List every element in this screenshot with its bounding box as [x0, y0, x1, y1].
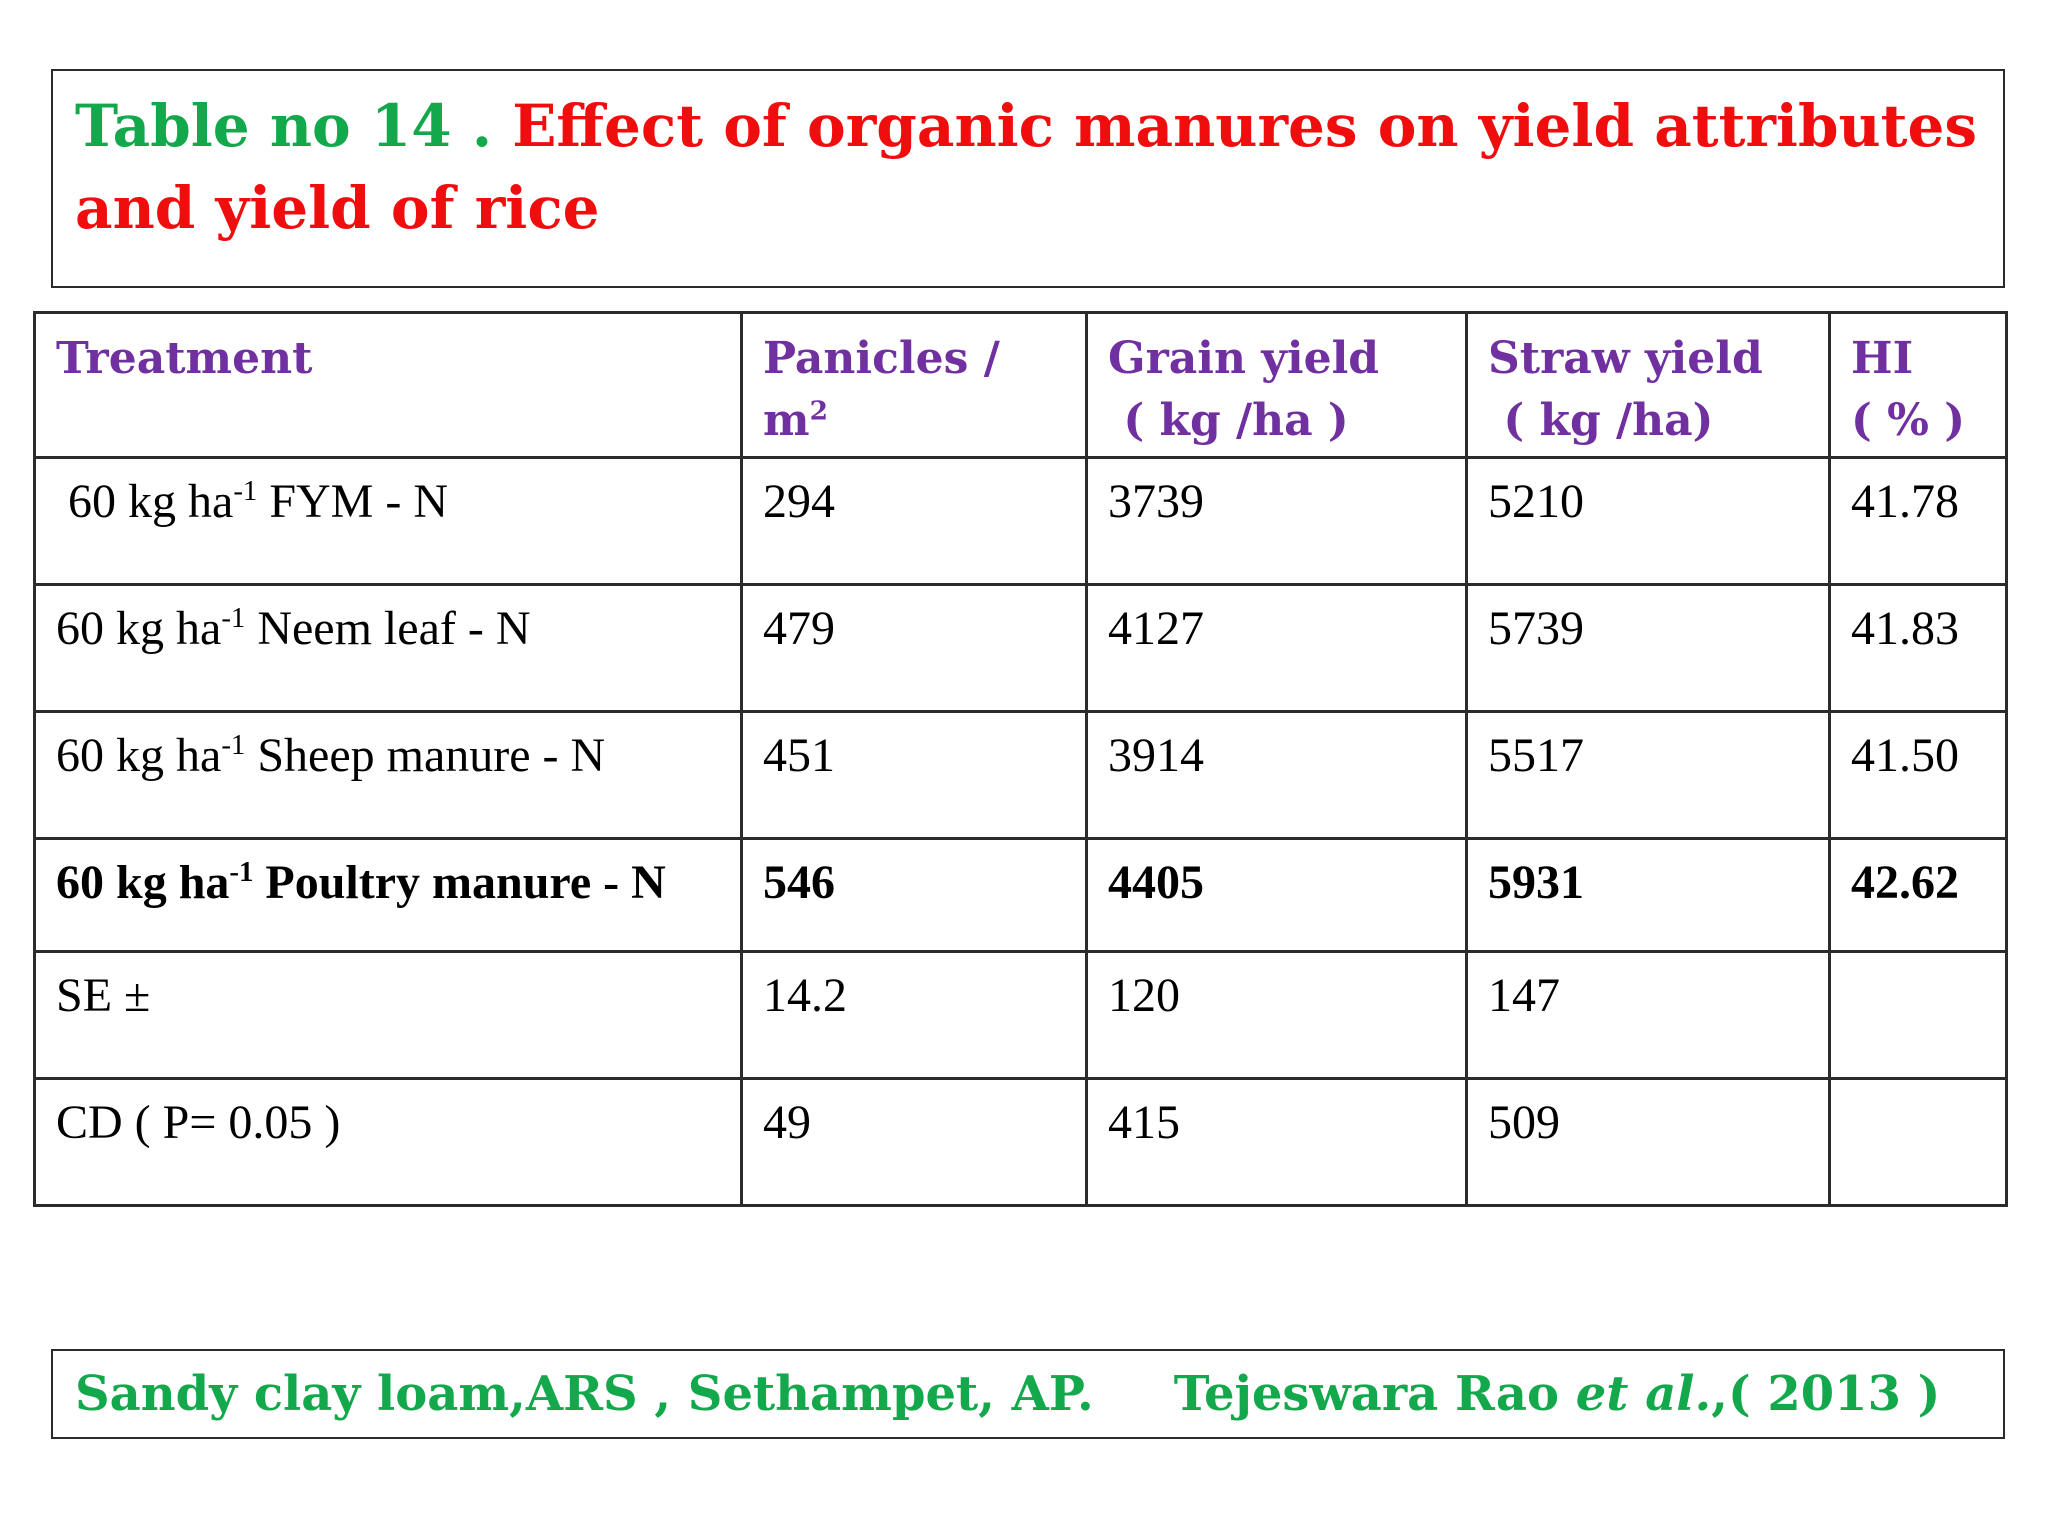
table-row: SE ± 14.2 120 147 [33, 950, 2008, 1080]
header-hi: HI( % ) [1828, 311, 2008, 459]
header-panicles: Panicles / m2 [740, 311, 1088, 459]
hi-cell [1828, 1077, 2008, 1207]
straw-cell: 147 [1465, 950, 1831, 1080]
hi-cell: 41.83 [1828, 583, 2008, 713]
source-year: ,( 2013 ) [1711, 1366, 1941, 1422]
header-straw-yield: Straw yield ( kg /ha) [1465, 311, 1831, 459]
straw-cell: 5517 [1465, 710, 1831, 840]
grain-cell: 4127 [1085, 583, 1468, 713]
hi-cell: 42.62 [1828, 837, 2008, 953]
straw-cell: 509 [1465, 1077, 1831, 1207]
source-location: Sandy clay loam,ARS , Sethampet, AP. [75, 1366, 1094, 1422]
panicles-cell: 451 [740, 710, 1088, 840]
straw-cell: 5739 [1465, 583, 1831, 713]
title-box: Table no 14 . Effect of organic manures … [51, 69, 2005, 288]
grain-cell: 3739 [1085, 456, 1468, 586]
header-grain-yield: Grain yield ( kg /ha ) [1085, 311, 1468, 459]
treatment-cell: 60 kg ha-1 FYM - N [33, 456, 743, 586]
table-number: Table no 14 . [75, 92, 513, 160]
panicles-cell: 14.2 [740, 950, 1088, 1080]
straw-cell: 5210 [1465, 456, 1831, 586]
table-row-highlighted: 60 kg ha-1 Poultry manure - N 546 4405 5… [33, 837, 2008, 953]
table-row: 60 kg ha-1 Neem leaf - N 479 4127 5739 4… [33, 583, 2008, 713]
hi-cell: 41.78 [1828, 456, 2008, 586]
treatment-cell: 60 kg ha-1 Neem leaf - N [33, 583, 743, 713]
source-etal: et al. [1575, 1366, 1712, 1422]
grain-cell: 4405 [1085, 837, 1468, 953]
treatment-cell: 60 kg ha-1 Poultry manure - N [33, 837, 743, 953]
grain-cell: 3914 [1085, 710, 1468, 840]
treatment-cell: SE ± [33, 950, 743, 1080]
table-row: CD ( P= 0.05 ) 49 415 509 [33, 1077, 2008, 1207]
straw-cell: 5931 [1465, 837, 1831, 953]
hi-cell: 41.50 [1828, 710, 2008, 840]
panicles-cell: 49 [740, 1077, 1088, 1207]
source-author: Tejeswara Rao [1173, 1366, 1576, 1422]
table-title: Effect of organic manures on yield attri… [75, 92, 1978, 242]
data-table: Treatment Panicles / m2 Grain yield ( kg … [33, 311, 2008, 1207]
grain-cell: 120 [1085, 950, 1468, 1080]
source-footer: Sandy clay loam,ARS , Sethampet, AP. Teje… [51, 1349, 2005, 1439]
panicles-cell: 546 [740, 837, 1088, 953]
panicles-cell: 479 [740, 583, 1088, 713]
header-row: Treatment Panicles / m2 Grain yield ( kg … [33, 311, 2008, 459]
table-row: 60 kg ha-1 FYM - N 294 3739 5210 41.78 [33, 456, 2008, 586]
treatment-cell: CD ( P= 0.05 ) [33, 1077, 743, 1207]
hi-cell [1828, 950, 2008, 1080]
grain-cell: 415 [1085, 1077, 1468, 1207]
panicles-cell: 294 [740, 456, 1088, 586]
table-row: 60 kg ha-1 Sheep manure - N 451 3914 551… [33, 710, 2008, 840]
header-treatment: Treatment [33, 311, 743, 459]
treatment-cell: 60 kg ha-1 Sheep manure - N [33, 710, 743, 840]
